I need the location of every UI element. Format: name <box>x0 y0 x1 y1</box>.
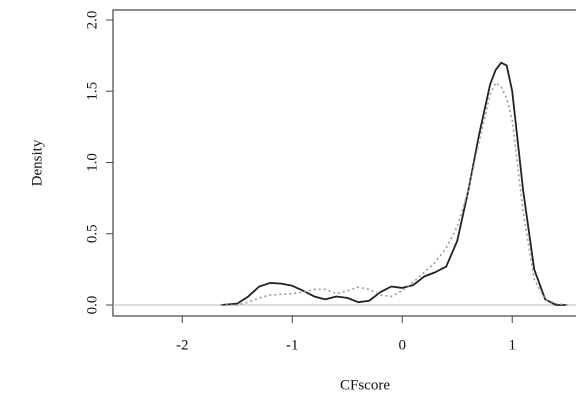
y-tick-label: 1.5 <box>84 82 100 101</box>
y-tick-label: 0.0 <box>84 296 100 315</box>
x-axis-label: CFscore <box>340 377 390 393</box>
y-tick-label: 2.0 <box>84 11 100 30</box>
x-tick-label: 1 <box>508 337 516 353</box>
density-line <box>220 81 568 306</box>
y-tick-label: 1.0 <box>84 153 100 172</box>
y-axis-label: Density <box>29 139 45 186</box>
plot-area <box>113 61 576 306</box>
plot-box <box>112 9 576 317</box>
x-tick-label: -2 <box>176 337 189 353</box>
y-tick-label: 0.5 <box>84 224 100 243</box>
density-line <box>220 61 568 306</box>
x-tick-label: -1 <box>286 337 299 353</box>
x-tick-label: 0 <box>398 337 406 353</box>
